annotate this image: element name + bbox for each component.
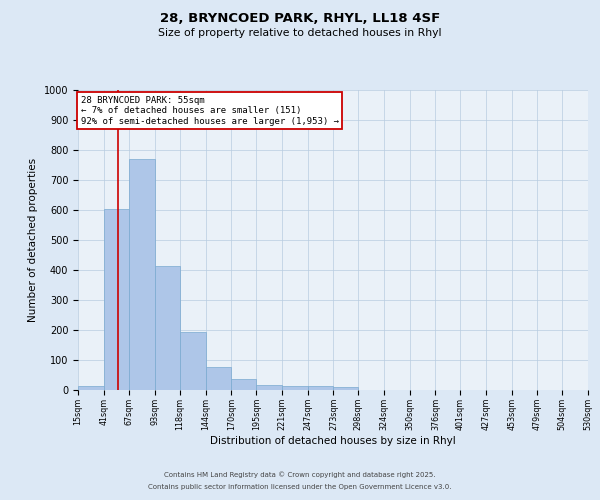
- Text: 28 BRYNCOED PARK: 55sqm
← 7% of detached houses are smaller (151)
92% of semi-de: 28 BRYNCOED PARK: 55sqm ← 7% of detached…: [80, 96, 338, 126]
- Bar: [155, 266, 180, 390]
- Bar: [308, 386, 334, 390]
- Bar: [334, 387, 358, 390]
- Bar: [78, 386, 104, 390]
- Y-axis label: Number of detached properties: Number of detached properties: [28, 158, 38, 322]
- Text: Contains public sector information licensed under the Open Government Licence v3: Contains public sector information licen…: [148, 484, 452, 490]
- X-axis label: Distribution of detached houses by size in Rhyl: Distribution of detached houses by size …: [210, 436, 456, 446]
- Bar: [130, 159, 155, 390]
- Bar: [282, 386, 308, 390]
- Bar: [256, 384, 282, 390]
- Text: Size of property relative to detached houses in Rhyl: Size of property relative to detached ho…: [158, 28, 442, 38]
- Bar: [232, 378, 256, 390]
- Text: Contains HM Land Registry data © Crown copyright and database right 2025.: Contains HM Land Registry data © Crown c…: [164, 471, 436, 478]
- Text: 28, BRYNCOED PARK, RHYL, LL18 4SF: 28, BRYNCOED PARK, RHYL, LL18 4SF: [160, 12, 440, 26]
- Bar: [104, 208, 130, 390]
- Bar: [206, 366, 232, 390]
- Bar: [180, 332, 206, 390]
